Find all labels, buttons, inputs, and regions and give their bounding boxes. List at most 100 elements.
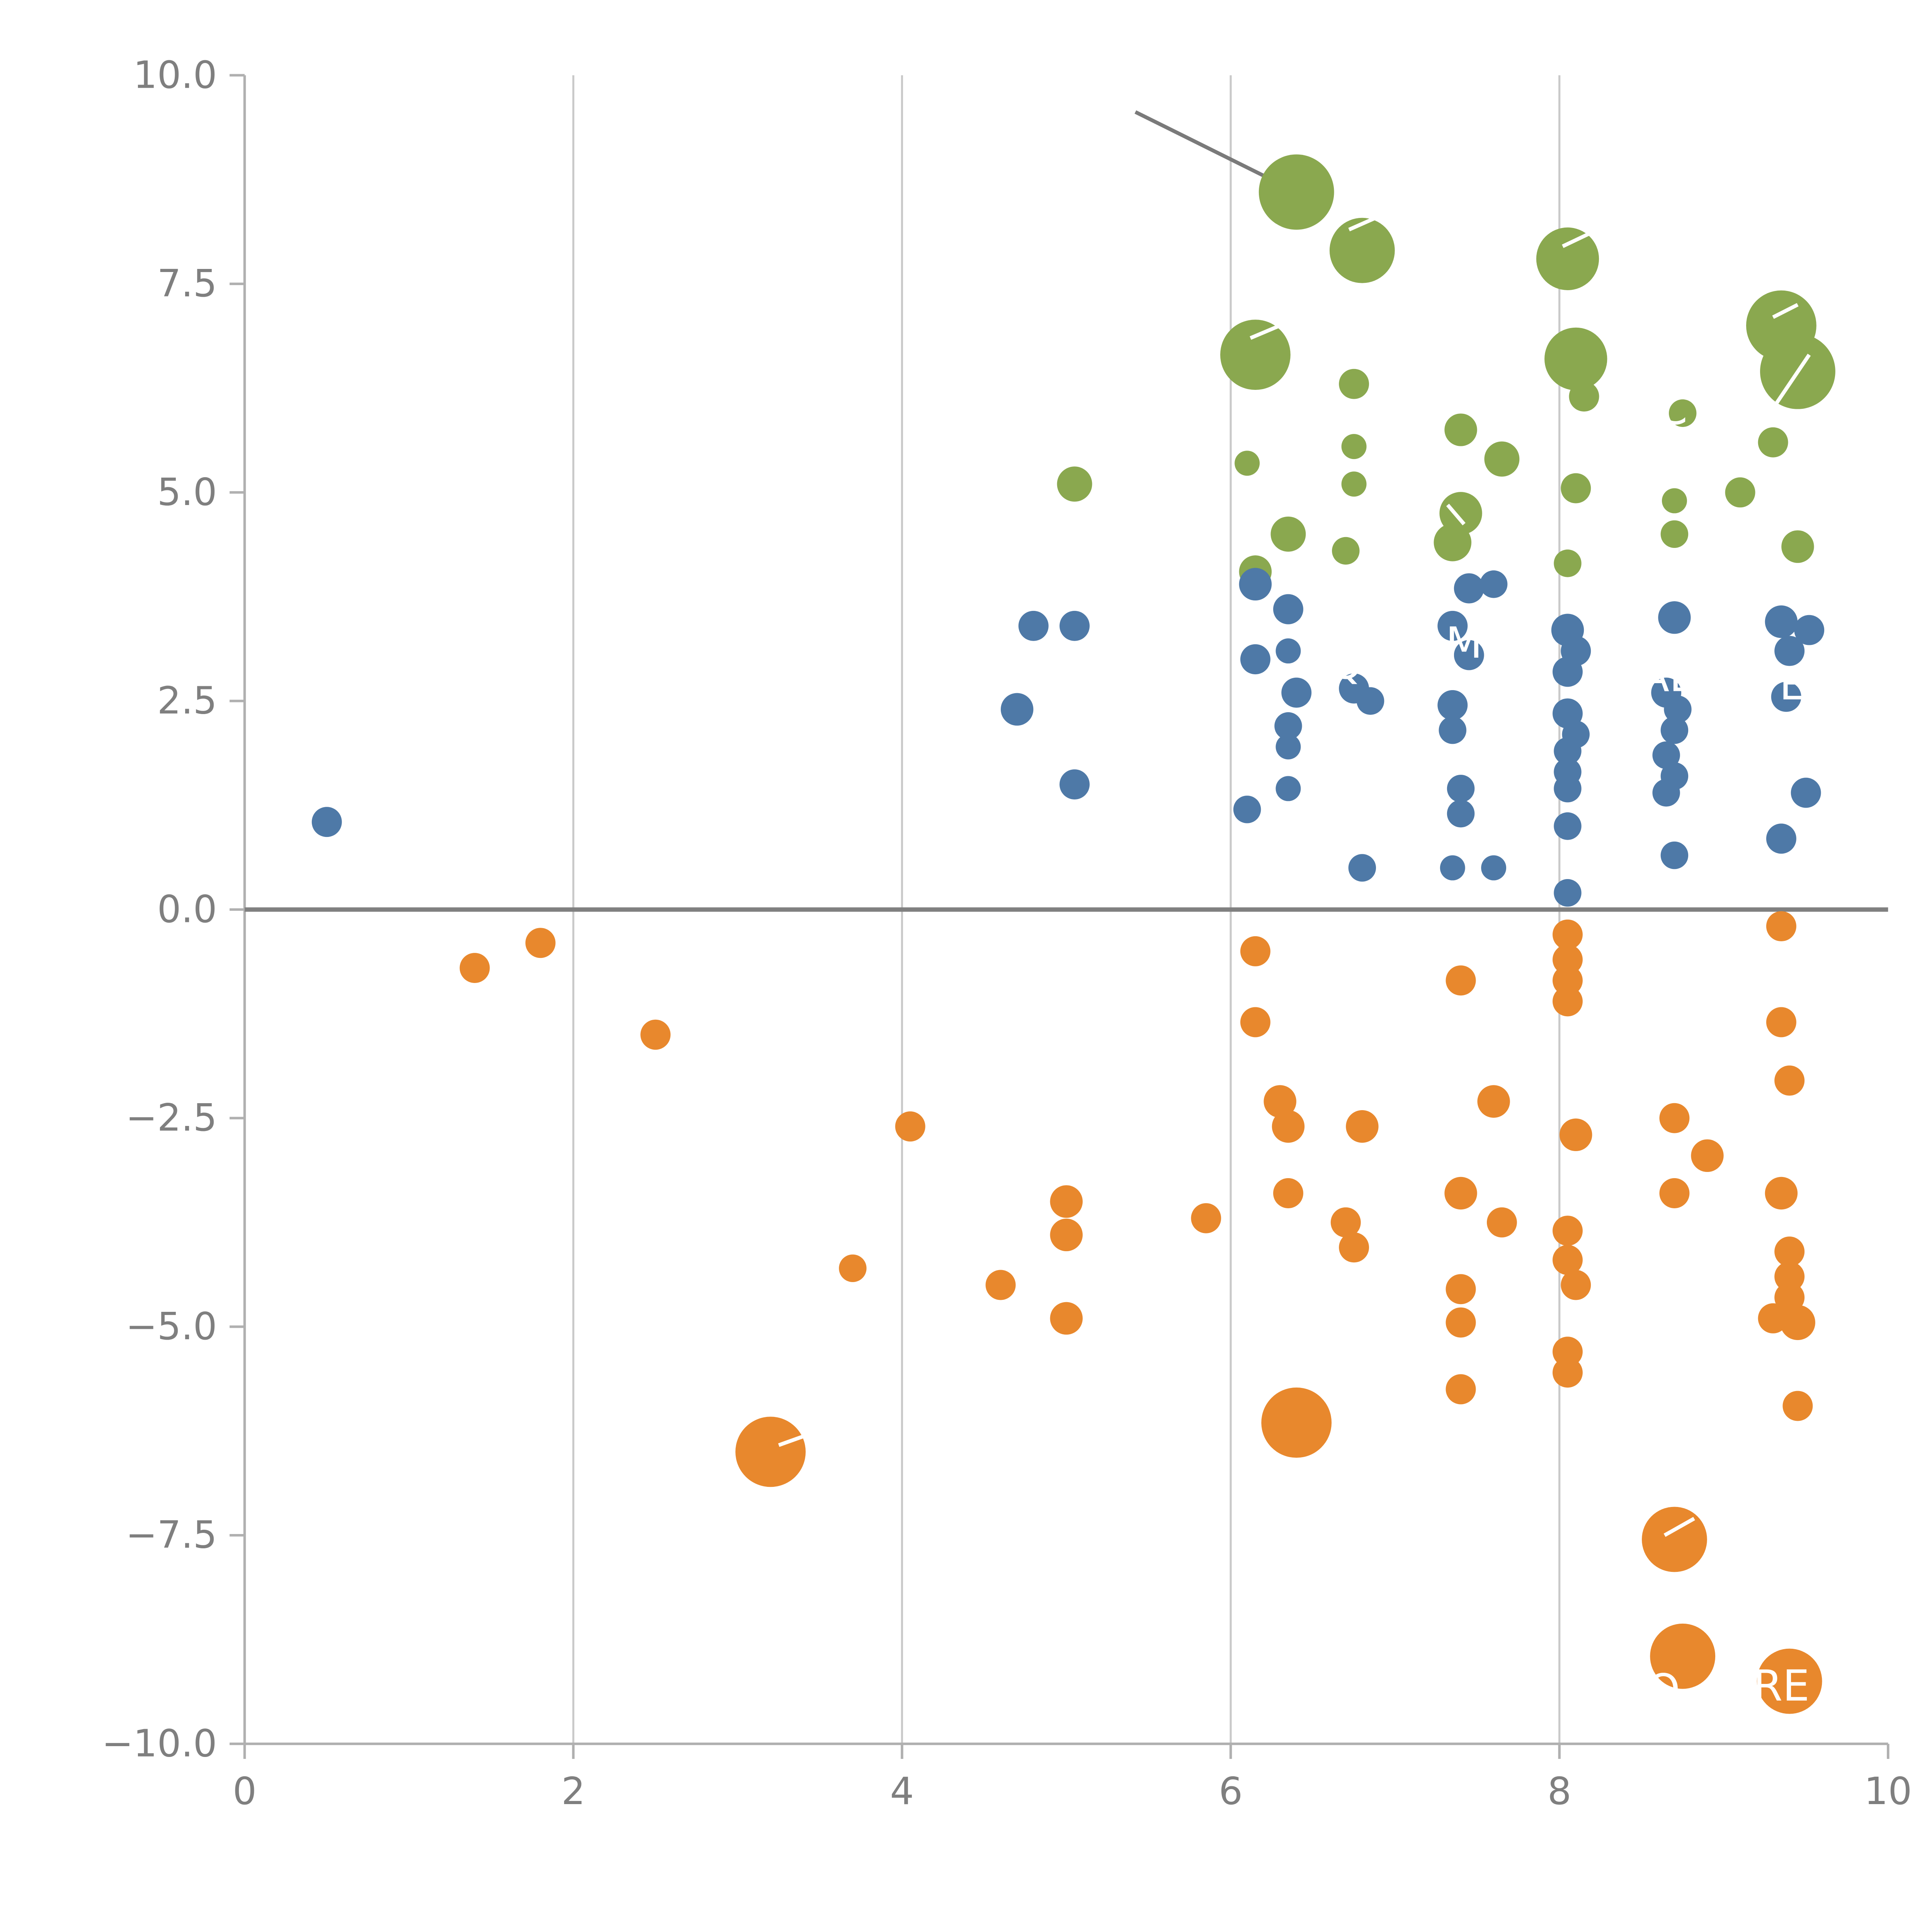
data-point-orange-group [1560, 1118, 1592, 1151]
bubble-label-fragment: E [1779, 660, 1806, 710]
data-point-orange-group [1264, 1085, 1296, 1118]
y-tick-label: 2.5 [157, 679, 217, 723]
data-point-blue-group [1765, 605, 1798, 638]
y-tick-label: 5.0 [157, 470, 217, 514]
data-point-orange-group [1553, 1357, 1583, 1388]
data-point-blue-group [1273, 594, 1303, 624]
data-point-blue-group [1660, 716, 1689, 744]
data-point-orange-group [1273, 1178, 1303, 1208]
y-tick-label: −2.5 [126, 1096, 217, 1139]
data-point-green-group [1259, 154, 1334, 230]
data-point-orange-group [735, 1417, 806, 1487]
data-point-green-group [1220, 320, 1291, 390]
data-point-green-group [1725, 477, 1755, 508]
data-point-orange-group [1446, 965, 1476, 996]
data-point-orange-group [1477, 1085, 1510, 1118]
data-point-orange-group [1758, 1303, 1788, 1333]
bubble-label-fragment: VC [1629, 385, 1688, 434]
data-point-blue-group [1240, 644, 1270, 675]
annotation-white-segment [1348, 211, 1388, 231]
bubble-label-fragment: AD [1640, 652, 1702, 701]
data-point-orange-group [1346, 1110, 1379, 1143]
data-point-orange-group [1486, 1207, 1517, 1238]
data-point-orange-group [1553, 965, 1583, 996]
data-point-blue-group [1000, 693, 1034, 726]
data-point-orange-group [1444, 1177, 1477, 1210]
data-point-green-group [1329, 218, 1395, 283]
data-point-orange-group [1191, 1203, 1221, 1233]
data-point-orange-group [1765, 1177, 1798, 1210]
x-tick-label: 10 [1864, 1769, 1912, 1813]
data-point-blue-group [311, 807, 342, 837]
data-point-green-group [1758, 427, 1788, 457]
data-point-blue-group [1239, 568, 1272, 601]
data-point-blue-group [1276, 776, 1301, 801]
annotation-white-segment [1663, 1517, 1695, 1537]
x-tick-label: 0 [233, 1769, 257, 1813]
data-point-blue-group [1348, 854, 1376, 882]
data-point-orange-group [1774, 1261, 1805, 1292]
y-tick-label: −7.5 [126, 1513, 217, 1557]
annotation-white-segment [778, 1433, 808, 1447]
y-tick-label: 0.0 [157, 887, 217, 931]
data-point-blue-group [1233, 796, 1261, 823]
x-tick-label: 2 [561, 1769, 585, 1813]
data-point-orange-group [1782, 1391, 1813, 1421]
data-point-green-group [1235, 451, 1260, 476]
data-point-blue-group [1454, 573, 1484, 604]
data-point-green-group [1444, 413, 1477, 446]
annotation-white-segment [1562, 232, 1590, 248]
data-point-blue-group [1060, 769, 1090, 799]
data-point-orange-group [1446, 1374, 1476, 1405]
data-point-orange-group [1553, 944, 1583, 975]
data-point-orange-group [985, 1270, 1016, 1300]
data-point-green-group [1332, 537, 1360, 565]
data-point-blue-group [1276, 734, 1301, 760]
data-point-blue-group [1281, 677, 1312, 708]
data-point-orange-group [1659, 1178, 1690, 1208]
data-point-orange-group [1050, 1218, 1083, 1252]
data-point-blue-group [1274, 712, 1302, 740]
data-point-orange-group [1553, 1216, 1583, 1246]
data-point-orange-group [1553, 986, 1583, 1017]
data-point-blue-group [1766, 823, 1796, 854]
data-point-blue-group [1439, 716, 1466, 744]
data-point-green-group [1536, 227, 1599, 290]
bubble-label-fragment: M [1446, 619, 1482, 668]
data-point-blue-group [1356, 687, 1384, 715]
x-tick-label: 8 [1548, 1769, 1571, 1813]
data-point-orange-group [1050, 1185, 1083, 1218]
data-point-orange-group [1553, 1337, 1583, 1367]
y-tick-label: 7.5 [157, 262, 217, 305]
data-point-orange-group [1650, 1623, 1716, 1689]
y-tick-label: 10.0 [133, 53, 217, 97]
data-point-orange-group [1561, 1270, 1591, 1300]
x-tick-label: 4 [890, 1769, 914, 1813]
data-point-blue-group [1447, 775, 1475, 803]
data-point-green-group [1662, 488, 1687, 514]
data-point-blue-group [1060, 611, 1090, 641]
data-point-orange-group [459, 953, 490, 983]
data-point-orange-group [1446, 1274, 1476, 1304]
data-point-blue-group [1554, 812, 1582, 840]
data-point-green-group [1341, 434, 1367, 459]
data-point-orange-group [1659, 1103, 1690, 1133]
data-point-orange-group [1766, 1007, 1796, 1037]
data-point-green-group [1339, 369, 1369, 399]
data-point-green-group [1781, 530, 1814, 563]
annotation-leader-line [1134, 110, 1287, 189]
data-point-blue-group [1554, 737, 1582, 765]
data-point-orange-group [1780, 1305, 1815, 1340]
data-point-green-group [1270, 516, 1306, 552]
bubble-label-fragment: Q [1329, 639, 1362, 689]
data-point-blue-group [1774, 636, 1805, 666]
data-point-orange-group [1330, 1207, 1361, 1238]
data-point-orange-group [1774, 1065, 1805, 1096]
data-point-orange-group [1642, 1507, 1707, 1572]
data-point-blue-group [1652, 779, 1680, 807]
data-point-blue-group [1771, 682, 1801, 712]
data-point-blue-group [1658, 601, 1691, 634]
annotation-white-segment [1250, 324, 1281, 340]
